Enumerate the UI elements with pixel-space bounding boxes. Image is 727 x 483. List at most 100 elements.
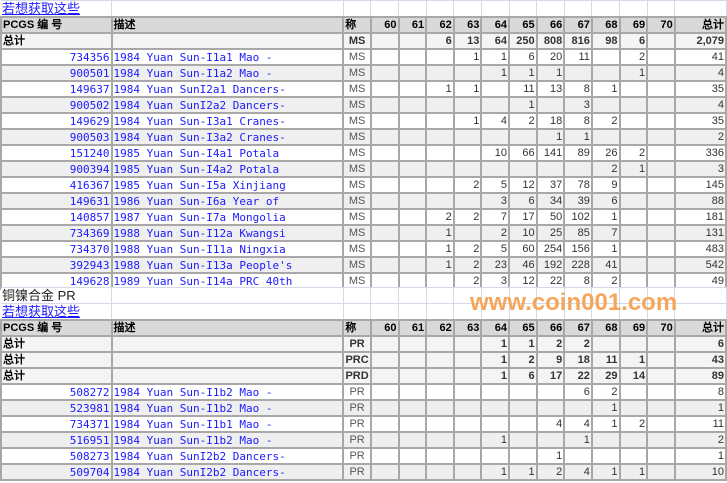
grade-cell: MS (342, 208, 372, 226)
description-link[interactable]: 1988 Yuan Sun-I13a People's (110, 256, 345, 274)
count-cell: 228 (563, 256, 593, 274)
count-cell (397, 367, 428, 385)
count-cell: 11 (563, 48, 593, 66)
count-cell (425, 192, 455, 210)
count-cell (590, 335, 621, 353)
pcgs-number-link[interactable]: 149637 (0, 80, 113, 98)
count-cell: 2 (618, 415, 649, 433)
description-link[interactable]: 1984 Yuan Sun-I1b1 Mao - (110, 415, 345, 433)
count-cell (397, 256, 428, 274)
grade-cell: PRC (342, 351, 372, 369)
pcgs-number-link[interactable]: 508272 (0, 383, 113, 401)
count-cell (646, 463, 676, 481)
total-cell: 35 (673, 112, 727, 130)
pcgs-number-link[interactable]: 149631 (0, 192, 113, 210)
pcgs-number-link[interactable]: 734356 (0, 48, 113, 66)
description-link[interactable]: 1984 Yuan Sun-I1a1 Mao - (110, 48, 345, 66)
count-cell (452, 128, 483, 146)
description-link[interactable]: 1984 Yuan SunI2b2 Dancers- (110, 463, 345, 481)
pcgs-number-link[interactable]: 734370 (0, 240, 113, 258)
count-cell (425, 128, 455, 146)
get-these-link[interactable]: 若想获取这些 (1, 0, 113, 18)
pcgs-number-link[interactable]: 900503 (0, 128, 113, 146)
total-cell: 145 (673, 176, 727, 194)
pcgs-number-link[interactable]: 392943 (0, 256, 113, 274)
count-cell (646, 272, 676, 290)
count-cell: 4 (563, 415, 593, 433)
description-link[interactable]: 1988 Yuan Sun-I12a Kwangsi (110, 224, 345, 242)
count-cell: 192 (535, 256, 566, 274)
column-header-grade-65: 65 (508, 319, 538, 337)
column-header-grade-68: 68 (590, 319, 621, 337)
pcgs-number-link[interactable]: 900501 (0, 64, 113, 82)
empty-cell (564, 0, 593, 18)
count-cell (425, 415, 455, 433)
empty-cell (509, 287, 538, 304)
pcgs-number-link[interactable]: 734369 (0, 224, 113, 242)
description-link[interactable]: 1984 Yuan Sun-I1b2 Mao - (110, 399, 345, 417)
count-cell: 2 (590, 383, 621, 401)
description-link[interactable]: 1987 Yuan Sun-I7a Mongolia (110, 208, 345, 226)
description-link[interactable]: 1984 Yuan Sun-I3a2 Cranes- (110, 128, 345, 146)
section-caption-row: 铜镍合金 PR (1, 287, 727, 304)
table-row: 734369 1988 Yuan Sun-I12a Kwangsi MS 1 2 10 25… (0, 224, 727, 242)
pcgs-number-link[interactable]: 900394 (0, 160, 113, 178)
pcgs-number-link[interactable]: 509704 (0, 463, 113, 481)
total-cell: 10 (673, 463, 727, 481)
grade-cell: MS (342, 256, 372, 274)
description-link[interactable]: 1986 Yuan Sun-I6a Year of (110, 192, 345, 210)
count-cell: 1 (590, 415, 621, 433)
get-these-link-row: 若想获取这些 (1, 0, 727, 18)
grade-cell: PR (342, 431, 372, 449)
column-header-grade-63: 63 (452, 16, 483, 34)
count-cell: 156 (563, 240, 593, 258)
description-link[interactable]: 1984 Yuan Sun-I1b2 Mao - (110, 383, 345, 401)
pcgs-number-link[interactable]: 508273 (0, 447, 113, 465)
count-cell (646, 383, 676, 401)
count-cell (425, 399, 455, 417)
pcgs-number-link[interactable]: 900502 (0, 96, 113, 114)
empty-cell (481, 287, 510, 304)
description-link[interactable]: 1988 Yuan Sun-I11a Ningxia (110, 240, 345, 258)
column-header-grade-64: 64 (480, 319, 511, 337)
count-cell (480, 383, 511, 401)
count-cell (535, 160, 566, 178)
description-link[interactable]: 1984 Yuan Sun-I1a2 Mao - (110, 64, 345, 82)
description-link[interactable]: 1985 Yuan Sun-I4a1 Potala (110, 144, 345, 162)
description-link[interactable]: 1985 Yuan Sun-I5a Xinjiang (110, 176, 345, 194)
empty-cell (398, 303, 427, 321)
count-cell: 1 (535, 447, 566, 465)
description-link[interactable]: 1984 Yuan SunI2a1 Dancers- (110, 80, 345, 98)
count-cell (646, 224, 676, 242)
pcgs-number-link[interactable]: 151240 (0, 144, 113, 162)
count-cell: 6 (563, 383, 593, 401)
get-these-link[interactable]: 若想获取这些 (1, 303, 113, 321)
count-cell (452, 383, 483, 401)
section-pr: 铜镍合金 PR 若想获取这些 PCGS 编 号描述称 60 61 62 63 64 65 66 67… (0, 287, 727, 481)
count-cell (452, 335, 483, 353)
count-cell: 1 (425, 80, 455, 98)
grade-cell: MS (342, 96, 372, 114)
description-link[interactable]: 1984 Yuan SunI2a2 Dancers- (110, 96, 345, 114)
grade-cell: MS (342, 128, 372, 146)
count-cell: 64 (480, 32, 511, 50)
pcgs-number-link[interactable]: 140857 (0, 208, 113, 226)
count-cell (369, 399, 400, 417)
description-link[interactable]: 1985 Yuan Sun-I4a2 Potala (110, 160, 345, 178)
total-cell: 49 (673, 272, 727, 290)
description-link[interactable]: 1984 Yuan SunI2b2 Dancers- (110, 447, 345, 465)
count-cell (452, 463, 483, 481)
description-link[interactable]: 1984 Yuan Sun-I1b2 Mao - (110, 431, 345, 449)
description-link[interactable]: 1984 Yuan Sun-I3a1 Cranes- (110, 112, 345, 130)
column-header-pcgs: PCGS 编 号 (0, 16, 113, 34)
count-cell (397, 208, 428, 226)
pcgs-number-link[interactable]: 416367 (0, 176, 113, 194)
column-header-grade-68: 68 (590, 16, 621, 34)
pcgs-number-link[interactable]: 516951 (0, 431, 113, 449)
totals-row: 总计 PRC 1 2 9 18 11 1 43 (0, 351, 727, 369)
total-cell: 1 (673, 447, 727, 465)
table-row: 140857 1987 Yuan Sun-I7a Mongolia MS 2 2 7 17 5… (0, 208, 727, 226)
pcgs-number-link[interactable]: 734371 (0, 415, 113, 433)
pcgs-number-link[interactable]: 523981 (0, 399, 113, 417)
pcgs-number-link[interactable]: 149629 (0, 112, 113, 130)
